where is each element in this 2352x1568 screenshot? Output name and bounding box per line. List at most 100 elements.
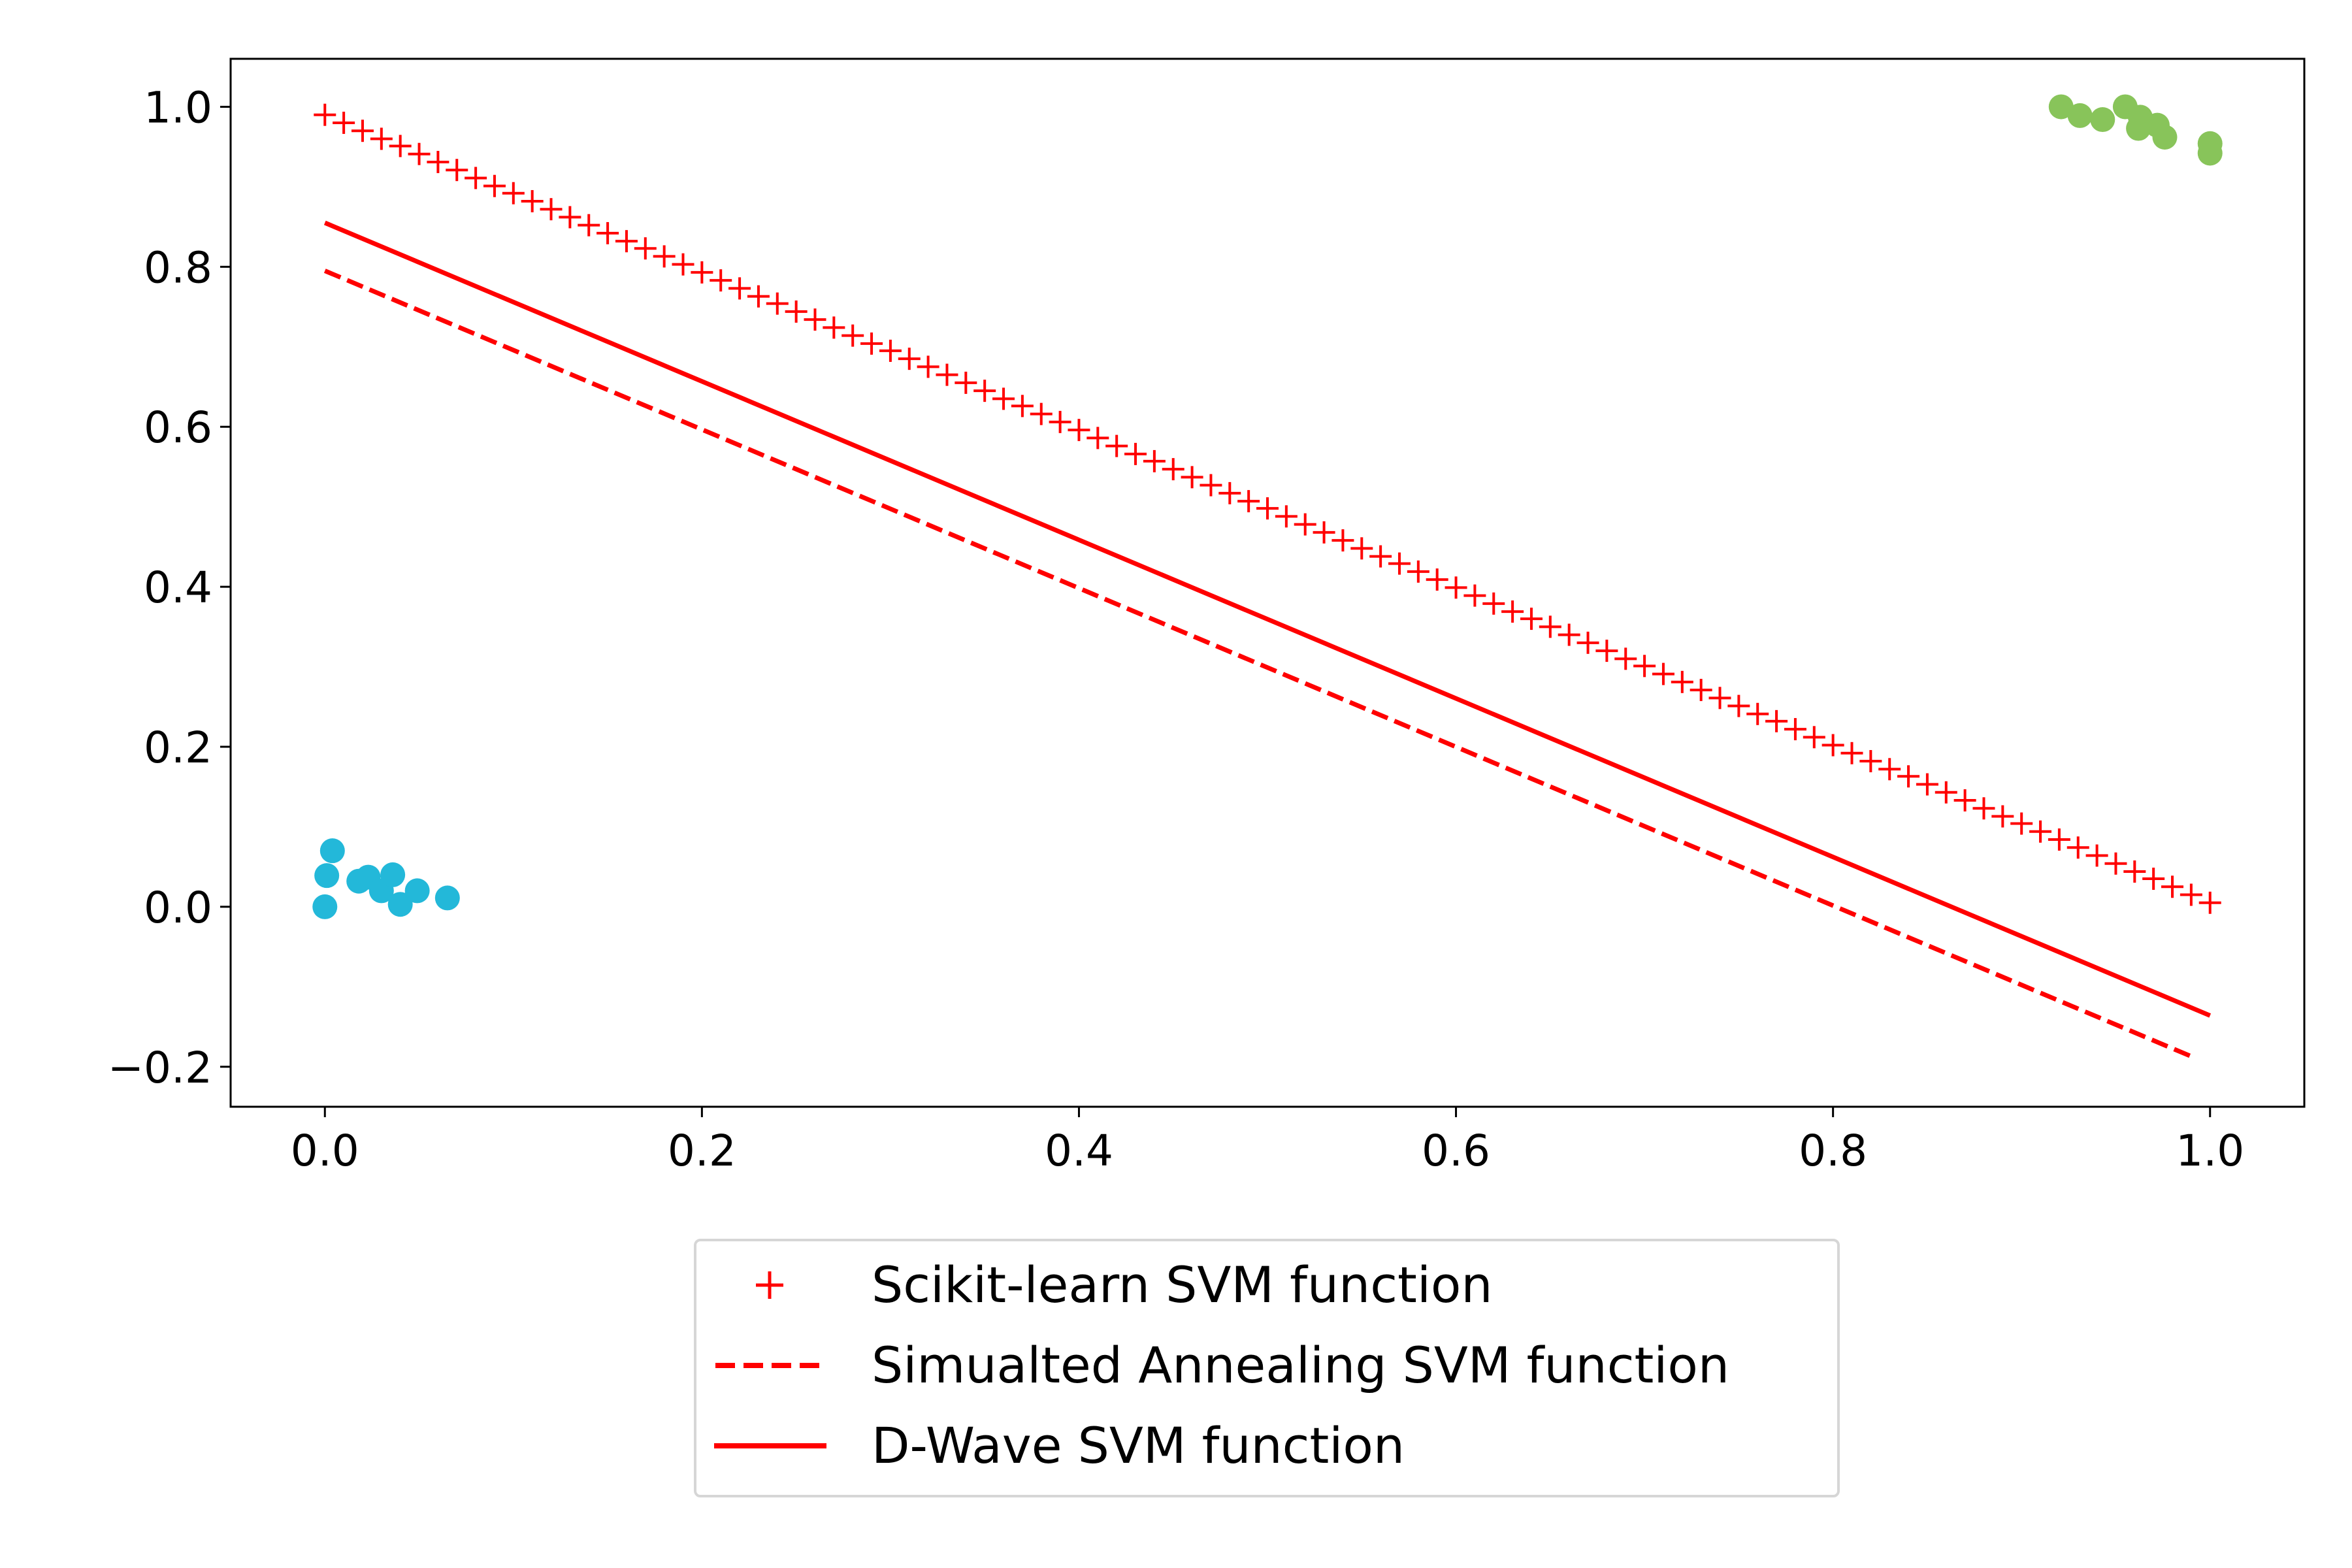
plus-marker (672, 253, 694, 276)
plus-marker (1407, 560, 1429, 583)
scatter-point-group-1 (2197, 140, 2223, 166)
plus-marker (1576, 631, 1599, 654)
plus-marker (1369, 545, 1392, 568)
legend-label-annealing: Simualted Annealing SVM function (872, 1336, 1729, 1394)
plus-marker (936, 363, 958, 386)
axes-frame (229, 57, 2306, 1108)
dwave-line (323, 220, 2212, 1018)
plus-marker (1972, 797, 1995, 820)
plus-marker (389, 135, 412, 157)
plus-marker (1501, 600, 1524, 623)
scatter-point-group-0 (314, 863, 340, 889)
plus-marker (1784, 718, 1806, 741)
plus-marker (408, 142, 431, 165)
plus-marker (1256, 497, 1279, 520)
plus-marker (2029, 820, 2052, 843)
plus-marker (1445, 576, 1467, 599)
plus-marker (1558, 623, 1580, 646)
plus-marker (1124, 442, 1147, 465)
x-tick-label: 0.0 (291, 1126, 359, 1176)
plus-marker (1331, 529, 1354, 552)
plus-marker (1313, 521, 1335, 544)
plus-marker (728, 277, 751, 300)
plus-marker (615, 230, 638, 253)
plus-marker (1086, 427, 1109, 449)
plus-marker (1162, 458, 1184, 481)
plus-marker (1237, 490, 1260, 513)
plus-marker (1690, 679, 1712, 702)
plus-marker (1200, 474, 1222, 497)
plus-marker (2161, 875, 2184, 898)
plus-marker (1916, 773, 1938, 796)
plus-marker (2010, 812, 2033, 835)
scatter-point-group-0 (404, 878, 430, 904)
plus-marker (2085, 844, 2108, 867)
annealing-line (323, 269, 2193, 1059)
plus-marker (2142, 868, 2165, 890)
plus-marker (1143, 449, 1166, 472)
scatter-point-group-1 (2152, 124, 2178, 150)
plus-marker (1708, 687, 1731, 710)
plus-marker (841, 324, 864, 347)
plus-marker (1821, 734, 1844, 757)
plus-marker (691, 261, 713, 284)
plus-marker (2104, 852, 2127, 875)
plus-marker (1011, 395, 1034, 417)
y-tick-label: 0.8 (144, 242, 212, 293)
plus-marker (1991, 805, 2014, 828)
plus-marker (1426, 568, 1448, 591)
plus-marker (559, 206, 581, 229)
plus-marker (898, 348, 921, 370)
plus-marker (1463, 584, 1486, 607)
plus-marker (823, 316, 845, 339)
legend-label-scikit: Scikit-learn SVM function (872, 1256, 1493, 1314)
plus-marker (1652, 662, 1674, 685)
plus-marker (1878, 758, 1901, 781)
plus-marker (596, 221, 619, 244)
plus-marker (1275, 505, 1298, 528)
y-tick-label: 0.6 (144, 402, 212, 453)
scatter-point-group-0 (387, 892, 413, 917)
y-tick-label: 0.2 (144, 723, 212, 773)
plus-marker (1049, 410, 1071, 433)
scatter-point-group-1 (2048, 94, 2074, 120)
x-tick-label: 0.8 (1799, 1126, 1867, 1176)
plus-marker (710, 269, 732, 292)
plus-marker (766, 292, 789, 315)
plus-marker (465, 167, 487, 189)
x-tick-label: 0.6 (1422, 1126, 1490, 1176)
plus-marker (1803, 726, 1825, 749)
plus-marker (2048, 828, 2070, 851)
plus-marker (1181, 466, 1203, 489)
plus-marker (917, 355, 939, 378)
plus-marker (1388, 552, 1411, 575)
plus-marker (1539, 615, 1561, 638)
plus-marker (1520, 608, 1543, 630)
plus-marker (747, 285, 770, 308)
plus-marker (540, 198, 563, 221)
y-tick-label: 0.4 (144, 563, 212, 613)
plus-marker (1953, 789, 1976, 812)
plus-marker (634, 237, 657, 260)
plus-marker (1765, 710, 1788, 732)
scatter-point-group-0 (319, 838, 345, 864)
scatter-point-group-1 (2090, 107, 2115, 133)
legend-box (694, 1239, 1840, 1497)
x-tick-label: 1.0 (2176, 1126, 2244, 1176)
plus-marker (804, 308, 826, 331)
plus-marker (521, 189, 544, 212)
plus-marker (1030, 402, 1053, 425)
plus-marker (992, 387, 1015, 410)
plus-marker (578, 214, 600, 237)
plus-marker (1840, 742, 1863, 764)
plot-area (312, 94, 2223, 1059)
plus-marker (446, 159, 468, 182)
legend: Scikit-learn SVM function Simualted Anne… (694, 1239, 1840, 1497)
scatter-point-group-0 (312, 894, 338, 919)
plus-marker (1935, 781, 1957, 804)
plus-marker (955, 371, 977, 394)
legend-label-dwave: D-Wave SVM function (872, 1416, 1405, 1475)
y-tick-label: 0.0 (144, 883, 212, 933)
plus-marker (2180, 883, 2202, 906)
